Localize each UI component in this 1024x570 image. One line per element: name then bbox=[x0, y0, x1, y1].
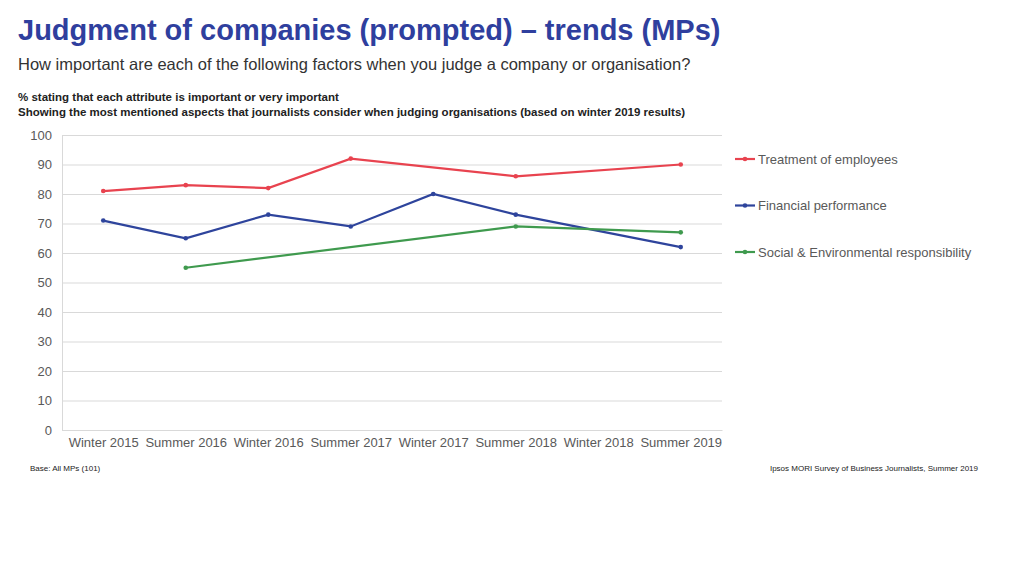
x-tick: Summer 2017 bbox=[310, 430, 392, 450]
series-point bbox=[431, 192, 436, 197]
x-tick-label: Winter 2016 bbox=[234, 435, 304, 450]
grid-line bbox=[62, 401, 722, 402]
annotation: Base: All MPs (101) bbox=[30, 464, 101, 473]
x-tick-label: Summer 2018 bbox=[475, 435, 557, 450]
title: Judgment of companies (prompted) – trend… bbox=[18, 14, 721, 46]
x-tick-label: Summer 2016 bbox=[145, 435, 227, 450]
y-tick: 30 bbox=[38, 334, 722, 349]
x-tick: Winter 2015 bbox=[69, 430, 139, 450]
y-tick: 50 bbox=[38, 275, 722, 290]
y-tick-label: 0 bbox=[45, 423, 52, 438]
grid-line bbox=[62, 371, 722, 372]
x-tick: Summer 2019 bbox=[640, 430, 722, 450]
x-tick: Winter 2017 bbox=[399, 430, 469, 450]
series-point bbox=[101, 189, 106, 194]
x-tick-label: Winter 2015 bbox=[69, 435, 139, 450]
y-tick: 60 bbox=[38, 246, 722, 261]
y-tick-label: 20 bbox=[38, 364, 52, 379]
grid-line bbox=[62, 135, 722, 136]
grid-line bbox=[62, 342, 722, 343]
y-tick-label: 80 bbox=[38, 187, 52, 202]
legend-marker bbox=[743, 203, 748, 208]
x-axis: Winter 2015 Summer 2016 Winter 2016 Summer … bbox=[63, 430, 723, 450]
y-tick: 10 bbox=[38, 393, 722, 408]
y-tick-label: 40 bbox=[38, 305, 52, 320]
legend-label: Treatment of employees bbox=[758, 152, 898, 167]
x-tick-label: Winter 2018 bbox=[564, 435, 634, 450]
chart: Judgment of companies (prompted) – trend… bbox=[0, 0, 1024, 570]
series-point bbox=[513, 212, 518, 217]
y-axis: 0 10 20 30 40 50 60 70 80 90 100 bbox=[30, 128, 722, 438]
series-point bbox=[183, 183, 188, 188]
y-tick-label: 60 bbox=[38, 246, 52, 261]
series bbox=[101, 156, 683, 193]
series-point bbox=[678, 230, 683, 235]
y-tick: 20 bbox=[38, 364, 722, 379]
annotation: Showing the most mentioned aspects that … bbox=[18, 106, 685, 118]
legend-label: Social & Environmental responsibility bbox=[758, 245, 972, 260]
series-point bbox=[266, 212, 271, 217]
y-tick: 40 bbox=[38, 305, 722, 320]
legend-item: Treatment of employees bbox=[735, 152, 898, 167]
series-point bbox=[513, 224, 518, 229]
grid-line bbox=[62, 430, 722, 431]
subtitle: How important are each of the following … bbox=[18, 55, 690, 73]
y-tick-label: 50 bbox=[38, 275, 52, 290]
x-tick: Summer 2018 bbox=[475, 430, 557, 450]
series bbox=[183, 224, 683, 270]
series-point bbox=[348, 224, 353, 229]
series-point bbox=[266, 186, 271, 191]
series-point bbox=[678, 162, 683, 167]
grid-line bbox=[62, 312, 722, 313]
grid-line bbox=[62, 253, 722, 254]
annotation: % stating that each attribute is importa… bbox=[18, 91, 339, 103]
y-tick-label: 90 bbox=[38, 157, 52, 172]
legend-marker bbox=[743, 250, 748, 255]
legend-marker bbox=[743, 157, 748, 162]
series-line bbox=[186, 226, 681, 267]
series-line bbox=[103, 194, 681, 247]
legend-item: Social & Environmental responsibility bbox=[735, 245, 972, 260]
legend-label: Financial performance bbox=[758, 198, 887, 213]
grid-line bbox=[62, 165, 722, 166]
legend-item: Financial performance bbox=[735, 198, 887, 213]
annotation: Ipsos MORI Survey of Business Journalist… bbox=[770, 464, 979, 473]
grid-line bbox=[62, 283, 722, 284]
x-axis-line bbox=[63, 430, 723, 431]
x-tick: Winter 2016 bbox=[234, 430, 304, 450]
grid-line bbox=[62, 194, 722, 195]
x-tick-label: Summer 2019 bbox=[640, 435, 722, 450]
series-point bbox=[183, 236, 188, 241]
series-point bbox=[348, 156, 353, 161]
x-tick-label: Winter 2017 bbox=[399, 435, 469, 450]
x-tick: Winter 2018 bbox=[564, 430, 634, 450]
series-point bbox=[183, 265, 188, 270]
y-tick-label: 70 bbox=[38, 216, 52, 231]
series-point bbox=[678, 245, 683, 250]
x-tick: Summer 2016 bbox=[145, 430, 227, 450]
plot: 0 10 20 30 40 50 60 70 80 90 100 Winter 2015 Summer … bbox=[30, 128, 722, 451]
x-tick-label: Summer 2017 bbox=[310, 435, 392, 450]
y-tick-label: 100 bbox=[30, 128, 52, 143]
y-tick-label: 10 bbox=[38, 393, 52, 408]
series-group bbox=[101, 156, 683, 270]
y-tick-label: 30 bbox=[38, 334, 52, 349]
series-point bbox=[101, 218, 106, 223]
y-tick: 100 bbox=[30, 128, 722, 143]
series bbox=[101, 192, 683, 250]
series-point bbox=[513, 174, 518, 179]
grid-line bbox=[62, 224, 722, 225]
legend: Treatment of employees Financial performa… bbox=[735, 152, 972, 260]
series-line bbox=[103, 159, 681, 191]
